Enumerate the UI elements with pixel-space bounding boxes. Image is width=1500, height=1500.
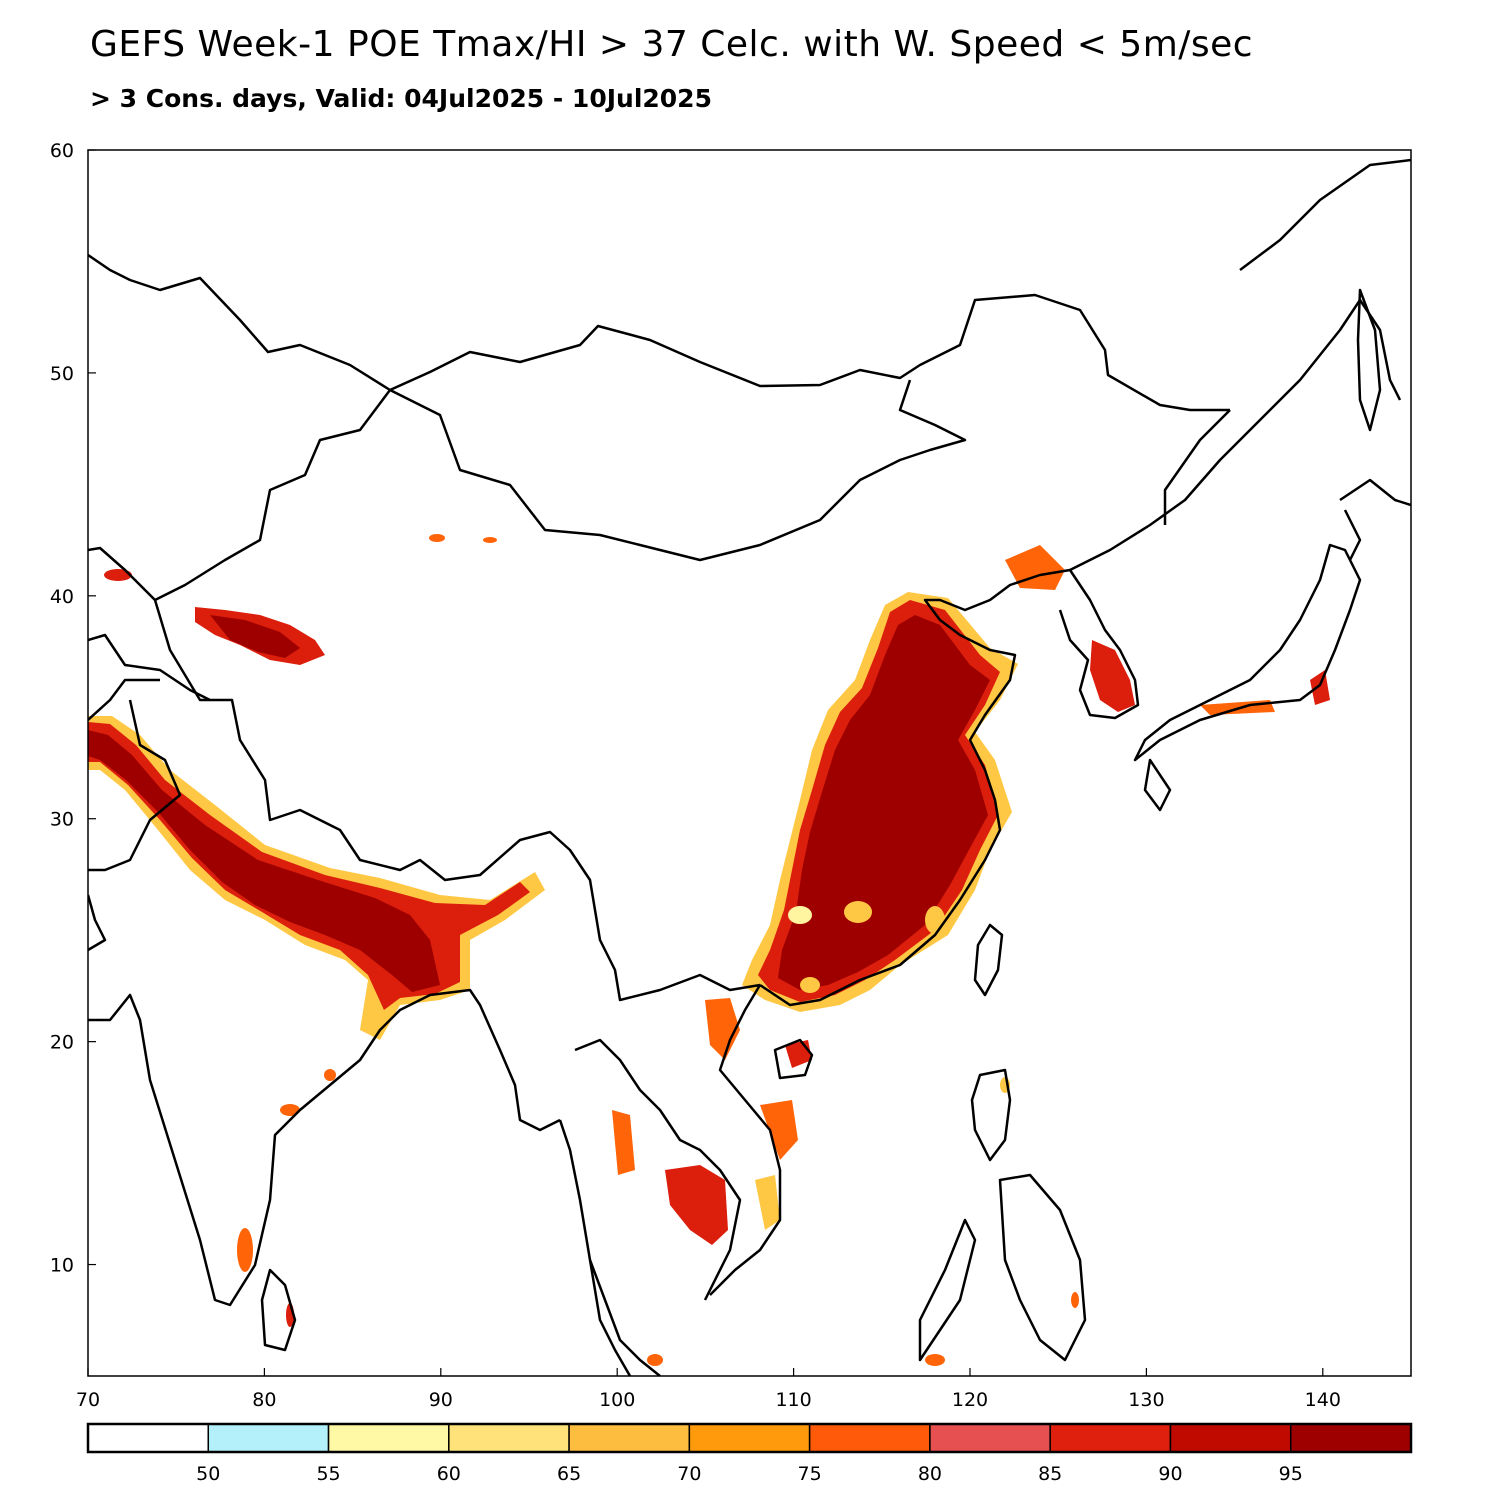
lon-tick-label: 80 <box>252 1389 276 1411</box>
legend-label: 55 <box>316 1463 340 1485</box>
legend-swatch <box>327 1423 450 1453</box>
lon-tick-label: 120 <box>952 1389 988 1411</box>
legend-label: 80 <box>918 1463 942 1485</box>
map-frame <box>87 149 1412 1377</box>
lon-tick-label: 110 <box>775 1389 811 1411</box>
lon-tick-label: 100 <box>599 1389 635 1411</box>
legend-swatch <box>1289 1423 1412 1453</box>
legend-outline <box>86 1422 1413 1454</box>
lat-tick-label: 50 <box>50 363 74 385</box>
heat-region-vietnam <box>705 998 740 1060</box>
legend-swatch <box>568 1423 691 1453</box>
legend-label: 70 <box>677 1463 701 1485</box>
heat-region-thailand <box>612 1110 635 1175</box>
legend-swatch <box>207 1423 330 1453</box>
heat-region-ne-china <box>1005 545 1065 590</box>
axis-layer: 70 80 90 100 110 120 130 140 10 20 30 40 50 60 <box>50 140 1341 1411</box>
lat-tick-label: 10 <box>50 1255 74 1277</box>
lon-tick-label: 70 <box>76 1389 100 1411</box>
heat-region-south-vietnam <box>755 1175 780 1230</box>
lon-tick-label: 130 <box>1128 1389 1164 1411</box>
legend-swatch <box>688 1423 811 1453</box>
lat-tick-label: 30 <box>50 809 74 831</box>
heat-region-cambodia <box>665 1165 728 1245</box>
legend-swatch <box>1049 1423 1172 1453</box>
legend-label: 50 <box>196 1463 220 1485</box>
heat-region-central-vietnam <box>760 1100 798 1160</box>
legend-colorbar: 50 55 60 65 70 75 80 85 90 95 <box>86 1422 1413 1485</box>
coastlines-borders <box>88 158 1411 1376</box>
lat-tick-label: 40 <box>50 586 74 608</box>
lon-tick-label: 140 <box>1305 1389 1341 1411</box>
legend-swatch <box>808 1423 931 1453</box>
legend-swatch <box>448 1423 570 1453</box>
lat-tick-label: 20 <box>50 1032 74 1054</box>
legend-swatch <box>929 1423 1051 1453</box>
legend-label: 85 <box>1038 1463 1062 1485</box>
lon-tick-label: 90 <box>429 1389 453 1411</box>
heat-region-north-india <box>88 716 545 1040</box>
lat-tick-label: 60 <box>50 140 74 162</box>
legend-label: 65 <box>557 1463 581 1485</box>
legend-swatch <box>87 1423 210 1453</box>
legend-swatch <box>1169 1423 1292 1453</box>
heat-region-korea <box>1090 640 1135 712</box>
probability-field <box>88 534 1330 1366</box>
map-title: GEFS Week-1 POE Tmax/HI > 37 Celc. with … <box>90 24 1254 65</box>
legend-label: 75 <box>798 1463 822 1485</box>
heat-region-tarim-core <box>210 615 300 658</box>
heat-region-east-china <box>742 592 1018 1012</box>
legend-label: 95 <box>1279 1463 1303 1485</box>
legend-label: 90 <box>1158 1463 1182 1485</box>
legend-label: 60 <box>437 1463 461 1485</box>
map-subtitle: > 3 Cons. days, Valid: 04Jul2025 - 10Jul… <box>90 84 712 113</box>
heat-region-japan <box>1310 670 1330 705</box>
